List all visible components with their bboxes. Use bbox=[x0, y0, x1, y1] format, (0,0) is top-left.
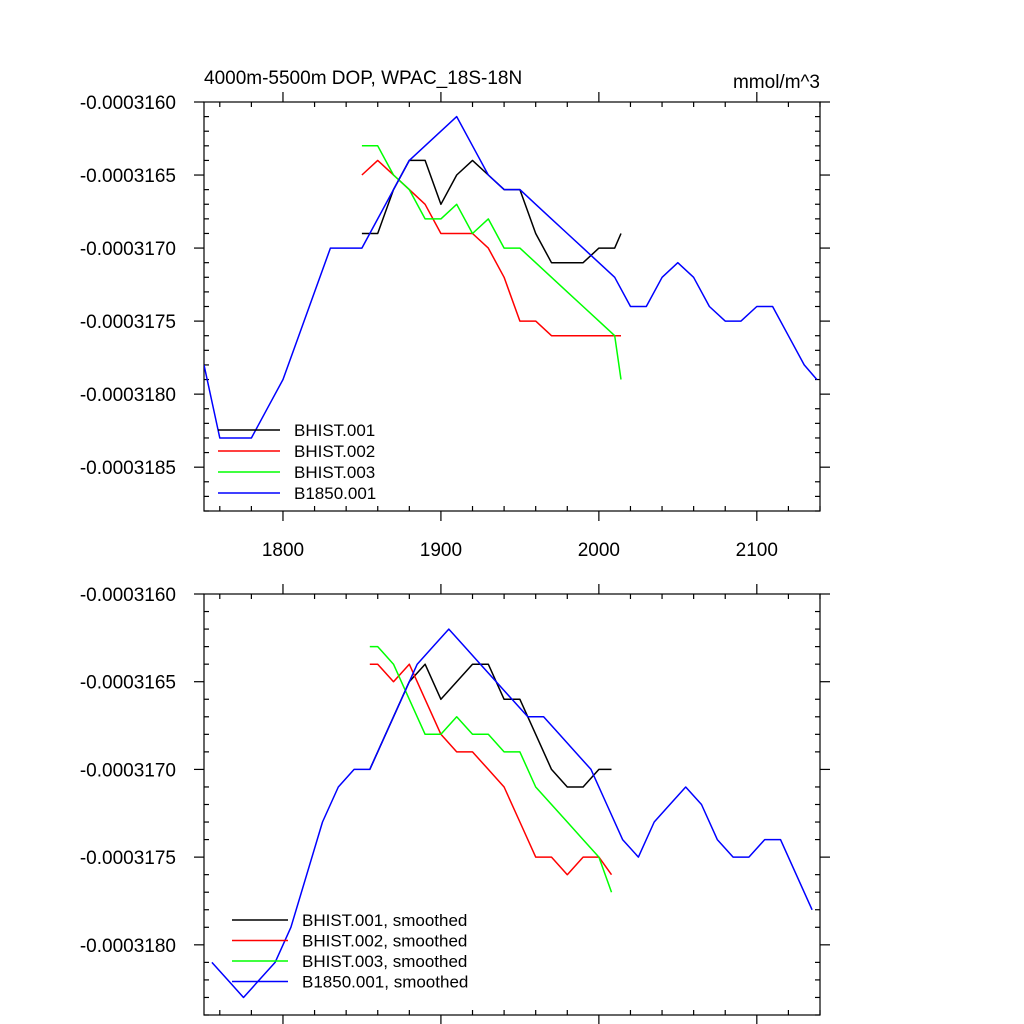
series-line-3 bbox=[369, 645, 613, 893]
legend-label: BHIST.002, smoothed bbox=[302, 932, 467, 951]
series-line-4 bbox=[211, 628, 813, 999]
y-tick-label: -0.0003175 bbox=[80, 312, 176, 333]
y-tick-label: -0.0003185 bbox=[80, 458, 176, 479]
legend-label: BHIST.001, smoothed bbox=[302, 911, 467, 930]
y-tick-label: -0.0003180 bbox=[80, 385, 176, 406]
x-tick-label: 1800 bbox=[262, 540, 304, 561]
legend-label: BHIST.001 bbox=[294, 421, 375, 440]
y-tick-label: -0.0003165 bbox=[80, 166, 176, 187]
legend-label: BHIST.003 bbox=[294, 463, 375, 482]
legend-label: BHIST.002 bbox=[294, 442, 375, 461]
y-tick-label: -0.0003170 bbox=[80, 239, 176, 260]
y-tick-label: -0.0003165 bbox=[80, 673, 176, 694]
y-tick-label: -0.0003175 bbox=[80, 848, 176, 869]
y-tick-label: -0.0003160 bbox=[80, 93, 176, 114]
bottom-chart-panel: -0.0003160 -0.0003165 -0.0003170 -0.0003175… bbox=[80, 584, 830, 1024]
chart-title: 4000m-5500m DOP, WPAC_18S-18N bbox=[204, 68, 522, 89]
legend-label: BHIST.003, smoothed bbox=[302, 952, 467, 971]
series-line-3 bbox=[361, 145, 622, 380]
series-line-4 bbox=[204, 115, 818, 439]
series-line-1 bbox=[369, 663, 612, 788]
x-tick-label: 2100 bbox=[736, 540, 778, 561]
y-tick-label: -0.0003170 bbox=[80, 760, 176, 781]
y-tick-label: -0.0003160 bbox=[80, 585, 176, 606]
top-chart-panel: 4000m-5500m DOP, WPAC_18S-18N mmol/m^3 1… bbox=[80, 68, 830, 561]
y-tick-label: -0.0003180 bbox=[80, 936, 176, 957]
series-line-2 bbox=[369, 663, 613, 876]
legend-label: B1850.001 bbox=[294, 484, 376, 503]
legend-label: B1850.001, smoothed bbox=[302, 973, 468, 992]
x-tick-label: 2000 bbox=[578, 540, 620, 561]
x-tick-label: 1900 bbox=[420, 540, 462, 561]
chart-units: mmol/m^3 bbox=[733, 72, 820, 93]
